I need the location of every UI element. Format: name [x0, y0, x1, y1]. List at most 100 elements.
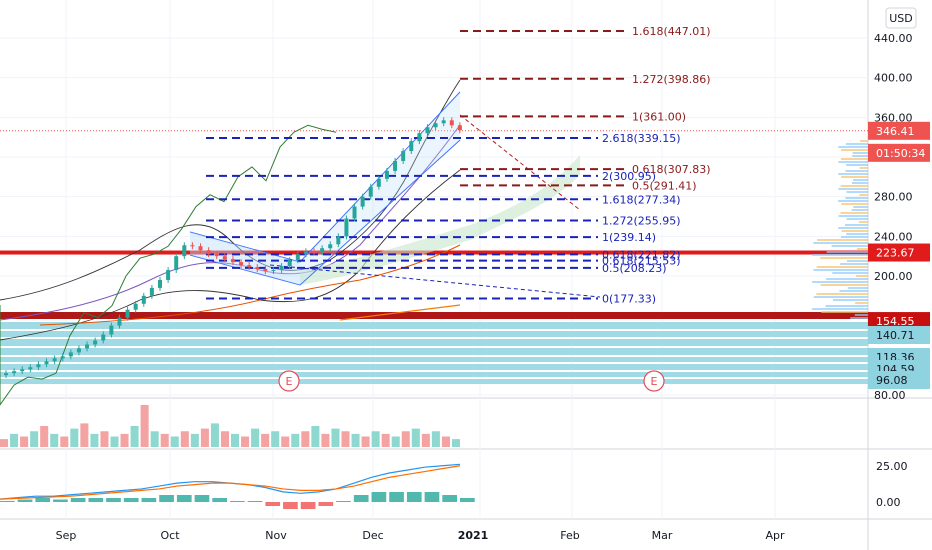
- candle-body[interactable]: [190, 245, 195, 247]
- volume-bar[interactable]: [271, 431, 280, 447]
- volume-bar[interactable]: [180, 431, 189, 447]
- candle-body[interactable]: [149, 287, 154, 296]
- volume-bar[interactable]: [90, 433, 99, 447]
- volume-bar[interactable]: [50, 433, 59, 447]
- candle-body[interactable]: [52, 358, 57, 362]
- candle-body[interactable]: [125, 309, 130, 318]
- candle-body[interactable]: [198, 246, 203, 251]
- candle-body[interactable]: [328, 244, 333, 249]
- volume-bar[interactable]: [120, 433, 129, 447]
- candle-body[interactable]: [376, 178, 381, 187]
- time-axis[interactable]: Sep Oct Nov Dec 2021 Feb Mar Apr: [56, 529, 785, 542]
- candle-body[interactable]: [360, 196, 365, 207]
- candle-body[interactable]: [393, 160, 398, 171]
- candle-body[interactable]: [401, 151, 406, 161]
- volume-bar[interactable]: [351, 433, 360, 447]
- signal-line[interactable]: [0, 465, 461, 500]
- volume-bar[interactable]: [261, 433, 270, 447]
- volume-bar[interactable]: [451, 439, 460, 447]
- volume-bar[interactable]: [431, 431, 440, 447]
- earnings-marker-nov[interactable]: E: [278, 370, 300, 392]
- volume-bar[interactable]: [20, 436, 29, 448]
- candle-body[interactable]: [457, 125, 462, 131]
- volume-bar[interactable]: [251, 428, 260, 447]
- volume-bar[interactable]: [0, 439, 9, 447]
- candle-body[interactable]: [449, 120, 454, 126]
- candle-body[interactable]: [206, 250, 211, 255]
- volume-bar[interactable]: [361, 436, 370, 448]
- candle-body[interactable]: [101, 334, 106, 341]
- volume-bar[interactable]: [210, 423, 219, 447]
- candle-body[interactable]: [28, 367, 33, 370]
- candle-body[interactable]: [352, 206, 357, 219]
- candle-body[interactable]: [85, 344, 90, 349]
- candle-body[interactable]: [344, 218, 349, 237]
- volume-bar[interactable]: [190, 433, 199, 447]
- candle-body[interactable]: [158, 279, 162, 288]
- candle-body[interactable]: [247, 265, 252, 268]
- volume-bar[interactable]: [70, 428, 79, 447]
- candle-body[interactable]: [36, 364, 41, 368]
- candle-body[interactable]: [320, 248, 325, 253]
- candle-body[interactable]: [174, 256, 179, 271]
- volume-bar[interactable]: [170, 436, 179, 448]
- candle-body[interactable]: [409, 141, 414, 152]
- volume-bar[interactable]: [411, 428, 420, 447]
- price-axis[interactable]: 80.00200.00240.00280.00320.00360.00400.0…: [874, 32, 913, 509]
- candle-body[interactable]: [295, 254, 300, 261]
- candle-body[interactable]: [336, 236, 341, 245]
- volume-bar[interactable]: [220, 431, 229, 447]
- candle-body[interactable]: [93, 340, 98, 345]
- candle-body[interactable]: [182, 245, 187, 257]
- volume-bar[interactable]: [321, 433, 330, 447]
- volume-bar[interactable]: [130, 426, 139, 447]
- candle-body[interactable]: [222, 256, 227, 260]
- volume-bar[interactable]: [391, 436, 400, 448]
- volume-bar[interactable]: [281, 436, 290, 448]
- candle-body[interactable]: [60, 356, 65, 359]
- candle-body[interactable]: [279, 266, 284, 271]
- candle-body[interactable]: [76, 348, 81, 353]
- volume-bar[interactable]: [331, 428, 340, 447]
- volume-pane[interactable]: [0, 405, 460, 447]
- volume-bar[interactable]: [160, 433, 169, 447]
- volume-bar[interactable]: [80, 423, 89, 447]
- volume-bar[interactable]: [241, 436, 250, 448]
- volume-bar[interactable]: [60, 436, 69, 448]
- macd-pane[interactable]: [0, 463, 475, 509]
- volume-bar[interactable]: [421, 433, 430, 447]
- earnings-marker-feb[interactable]: E: [643, 370, 665, 392]
- volume-bar[interactable]: [30, 431, 39, 447]
- volume-bar[interactable]: [311, 426, 320, 447]
- volume-bar[interactable]: [140, 405, 149, 447]
- candle-body[interactable]: [239, 262, 244, 266]
- candle-body[interactable]: [303, 251, 308, 255]
- volume-bar[interactable]: [40, 426, 49, 447]
- volume-bar[interactable]: [401, 431, 410, 447]
- candle-body[interactable]: [417, 133, 422, 142]
- candle-body[interactable]: [425, 127, 430, 134]
- volume-bar[interactable]: [371, 431, 380, 447]
- candle-body[interactable]: [44, 361, 49, 365]
- candle-body[interactable]: [214, 254, 219, 257]
- candle-body[interactable]: [230, 259, 235, 263]
- candle-body[interactable]: [117, 317, 122, 326]
- candle-body[interactable]: [133, 303, 138, 310]
- candle-body[interactable]: [433, 123, 438, 128]
- volume-bar[interactable]: [231, 433, 240, 447]
- candle-body[interactable]: [368, 186, 373, 197]
- volume-bar[interactable]: [110, 436, 119, 448]
- volume-bar[interactable]: [291, 433, 300, 447]
- candle-body[interactable]: [271, 270, 276, 272]
- candle-body[interactable]: [141, 295, 146, 304]
- volume-bar[interactable]: [381, 433, 390, 447]
- candle-body[interactable]: [263, 269, 268, 272]
- volume-bar[interactable]: [100, 431, 109, 447]
- candle-body[interactable]: [287, 260, 292, 267]
- currency-button[interactable]: USD: [885, 7, 917, 29]
- fibonacci-levels[interactable]: 1.618(447.01) 1.272(398.86) 1(361.00) 0.618…: [206, 25, 711, 305]
- candle-body[interactable]: [312, 251, 316, 253]
- candle-body[interactable]: [384, 170, 389, 179]
- candle-body[interactable]: [255, 267, 260, 270]
